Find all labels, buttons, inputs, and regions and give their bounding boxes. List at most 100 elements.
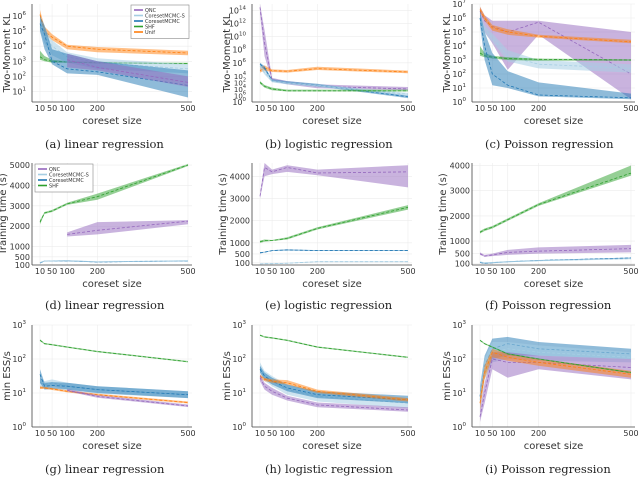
- x-tick-label: 500: [400, 104, 415, 113]
- x-tick-label: 50: [267, 104, 277, 113]
- y-tick-label: 4000: [450, 162, 470, 171]
- line-shf: [259, 334, 409, 358]
- x-tick-label: 50: [487, 429, 497, 438]
- band-shf: [480, 165, 631, 234]
- band-unif: [480, 6, 631, 44]
- caption-i: (i) Poisson regression: [485, 462, 611, 476]
- y-tick-label: 100: [455, 260, 470, 269]
- y-tick-label: 103: [12, 56, 26, 66]
- y-axis-label: min ESS/s: [2, 351, 13, 401]
- x-tick-label: 50: [267, 429, 277, 438]
- y-tick-label: 2000: [10, 222, 30, 231]
- y-tick-label: 100: [15, 261, 30, 270]
- y-tick-exponent: 8: [243, 45, 247, 51]
- y-tick-label: 3000: [230, 194, 250, 203]
- x-tick-label: 100: [500, 104, 515, 113]
- x-tick-label: 50: [47, 104, 57, 113]
- y-tick-label: 3000: [450, 187, 470, 196]
- band-shf: [40, 50, 188, 65]
- y-tick-label: 2000: [230, 217, 250, 226]
- y-tick-label: 100: [452, 97, 466, 107]
- y-tick-label: 1000: [450, 237, 470, 246]
- x-tick-label: 100: [60, 267, 75, 276]
- line-qnc: [259, 166, 409, 197]
- line-coresetmcmc: [39, 374, 189, 396]
- y-tick-exponent: 4: [463, 41, 467, 47]
- y-tick-exponent: 3: [243, 320, 247, 326]
- y-tick-label: 104: [452, 41, 466, 51]
- y-tick-exponent: 1: [243, 388, 247, 394]
- x-tick-label: 200: [310, 267, 325, 276]
- y-axis-label: Training time (s): [438, 173, 449, 256]
- y-tick-label: 4000: [10, 181, 30, 190]
- y-tick-label: 1000: [10, 243, 30, 252]
- line-coresetmcmc-s: [479, 17, 632, 69]
- y-axis-label: Two-Moment KL: [442, 13, 453, 93]
- y-tick-exponent: 6: [243, 58, 247, 64]
- line-coresetmcmc-s: [39, 260, 189, 263]
- line-shf: [479, 52, 632, 61]
- y-tick-exponent: 2: [243, 354, 247, 360]
- y-tick-label: 101: [12, 388, 26, 398]
- line-coresetmcmc-s: [259, 261, 408, 265]
- x-tick-label: 200: [90, 104, 105, 113]
- legend-label-coresetmcmc: CoresetMCMC: [145, 19, 180, 25]
- caption-h: (h) logistic regression: [265, 462, 393, 476]
- y-tick-label: 100: [235, 259, 250, 268]
- y-tick-label: 1014: [229, 6, 247, 16]
- x-tick-label: 10: [35, 429, 45, 438]
- line-qnc: [67, 389, 189, 407]
- line-shf: [479, 172, 632, 233]
- y-tick-label: 103: [452, 55, 466, 65]
- x-axis-label: coreset size: [524, 279, 584, 290]
- y-tick-label: 4000: [230, 172, 250, 181]
- line-qnc: [479, 248, 632, 257]
- y-axis-label: min ESS/s: [442, 351, 453, 401]
- chart-c: 10 50 100 200 500100101102103104105106107cor…: [442, 0, 639, 127]
- line-shf: [39, 339, 189, 363]
- line-qnc: [479, 10, 632, 75]
- x-tick-label: 200: [531, 429, 546, 438]
- chart-a: 10 50 100 200 500 101 102 103 104 105 106 coreset s…: [2, 4, 196, 127]
- band-qnc: [67, 220, 188, 237]
- y-tick-label: 104: [234, 71, 246, 81]
- y-tick-exponent: 2: [23, 71, 27, 77]
- band-qnc: [260, 163, 408, 199]
- x-tick-label: 10: [35, 104, 45, 113]
- x-tick-label: 50: [47, 429, 57, 438]
- y-tick-label: 101: [232, 388, 246, 398]
- line-unif: [479, 9, 632, 43]
- y-tick-label: 103: [452, 320, 466, 330]
- legend-label-qnc: QNC: [49, 167, 61, 173]
- x-tick-label: 500: [400, 429, 415, 438]
- line-coresetmcmc-s: [259, 65, 409, 95]
- line-coresetmcmc-s: [479, 258, 632, 264]
- line-qnc: [259, 7, 409, 90]
- y-tick-label: 100: [452, 422, 466, 432]
- line-shf: [479, 339, 632, 373]
- line-coresetmcmc: [259, 249, 408, 254]
- line-unif: [39, 14, 189, 54]
- line-unif: [40, 387, 189, 403]
- y-tick-label: 3000: [10, 202, 30, 211]
- x-tick-label: 500: [180, 104, 195, 113]
- band-coresetmcmc: [480, 11, 631, 100]
- caption-e: (e) logistic regression: [265, 298, 393, 312]
- x-axis-label: coreset size: [82, 441, 142, 452]
- y-tick-exponent: 1: [463, 388, 467, 394]
- y-tick-exponent: 6: [243, 90, 246, 96]
- y-tick-label: 106: [452, 13, 466, 23]
- band-unif: [260, 374, 408, 402]
- y-tick-exponent: 1: [463, 83, 467, 89]
- x-tick-label: 100: [60, 104, 75, 113]
- y-tick-label: 101: [452, 83, 466, 93]
- y-tick-exponent: 0: [243, 97, 247, 103]
- band-qnc: [260, 374, 408, 412]
- y-tick-exponent: 2: [243, 77, 246, 83]
- y-tick-label: 102: [232, 354, 246, 364]
- legend-label-unif: Unif: [145, 30, 155, 36]
